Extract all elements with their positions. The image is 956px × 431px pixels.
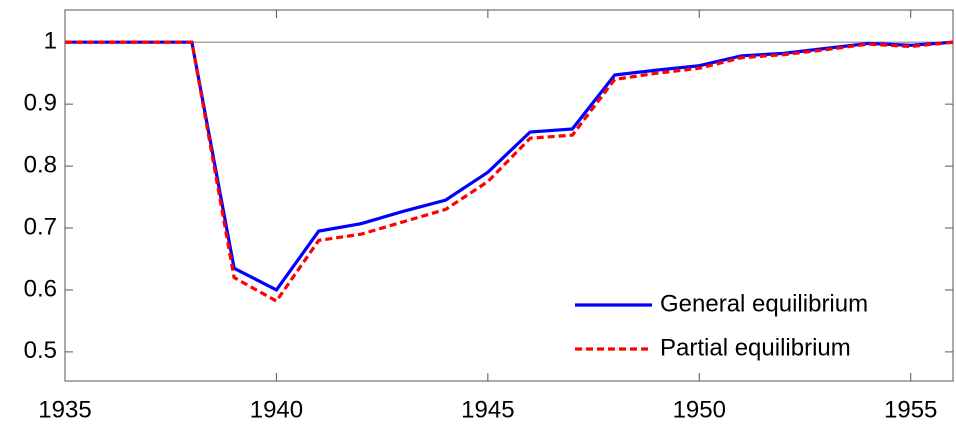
y-tick-label: 0.5	[24, 337, 57, 364]
series-line	[65, 40, 954, 304]
y-tick-label: 1	[44, 28, 57, 55]
legend-label: Partial equilibrium	[660, 334, 851, 361]
plot-frame	[64, 9, 954, 382]
x-tick-label: 1950	[673, 396, 726, 423]
x-tick-label: 1935	[38, 396, 91, 423]
y-tick-label: 0.8	[24, 151, 57, 178]
x-tick-label: 1945	[461, 396, 514, 423]
y-tick-label: 0.6	[24, 275, 57, 302]
y-tick-label: 0.7	[24, 213, 57, 240]
x-tick-label: 1955	[884, 396, 937, 423]
y-tick-label: 0.9	[24, 89, 57, 116]
series-line	[65, 40, 954, 293]
x-tick-label: 1940	[250, 396, 303, 423]
legend-label: General equilibrium	[660, 290, 868, 317]
